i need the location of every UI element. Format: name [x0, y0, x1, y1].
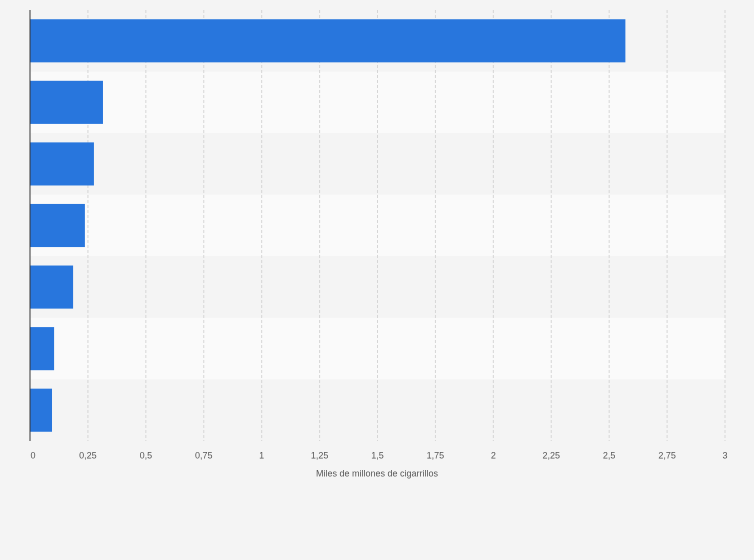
bar: [30, 19, 626, 63]
bar: [30, 265, 74, 309]
x-tick-label: 2,5: [603, 450, 616, 460]
x-axis-label: Miles de millones de cigarrillos: [316, 468, 439, 478]
x-tick-label: 0,75: [195, 450, 213, 460]
x-tick-label: 1: [259, 450, 264, 460]
bar: [30, 142, 94, 186]
x-tick-label: 1,25: [311, 450, 329, 460]
x-tick-label: 2,25: [542, 450, 560, 460]
x-tick-label: 1,5: [371, 450, 384, 460]
bar: [30, 388, 53, 432]
x-tick-label: 0,25: [79, 450, 97, 460]
x-tick-label: 3: [722, 450, 727, 460]
bar: [30, 203, 85, 248]
x-tick-label: 0,5: [140, 450, 153, 460]
x-tick-label: 2: [491, 450, 496, 460]
bar: [30, 327, 55, 371]
row-band: [30, 133, 725, 195]
x-tick-label: 1,75: [427, 450, 445, 460]
x-tick-label: 2,75: [658, 450, 676, 460]
x-tick-label: 0: [30, 450, 35, 460]
bar: [30, 80, 103, 124]
row-band: [30, 317, 725, 380]
